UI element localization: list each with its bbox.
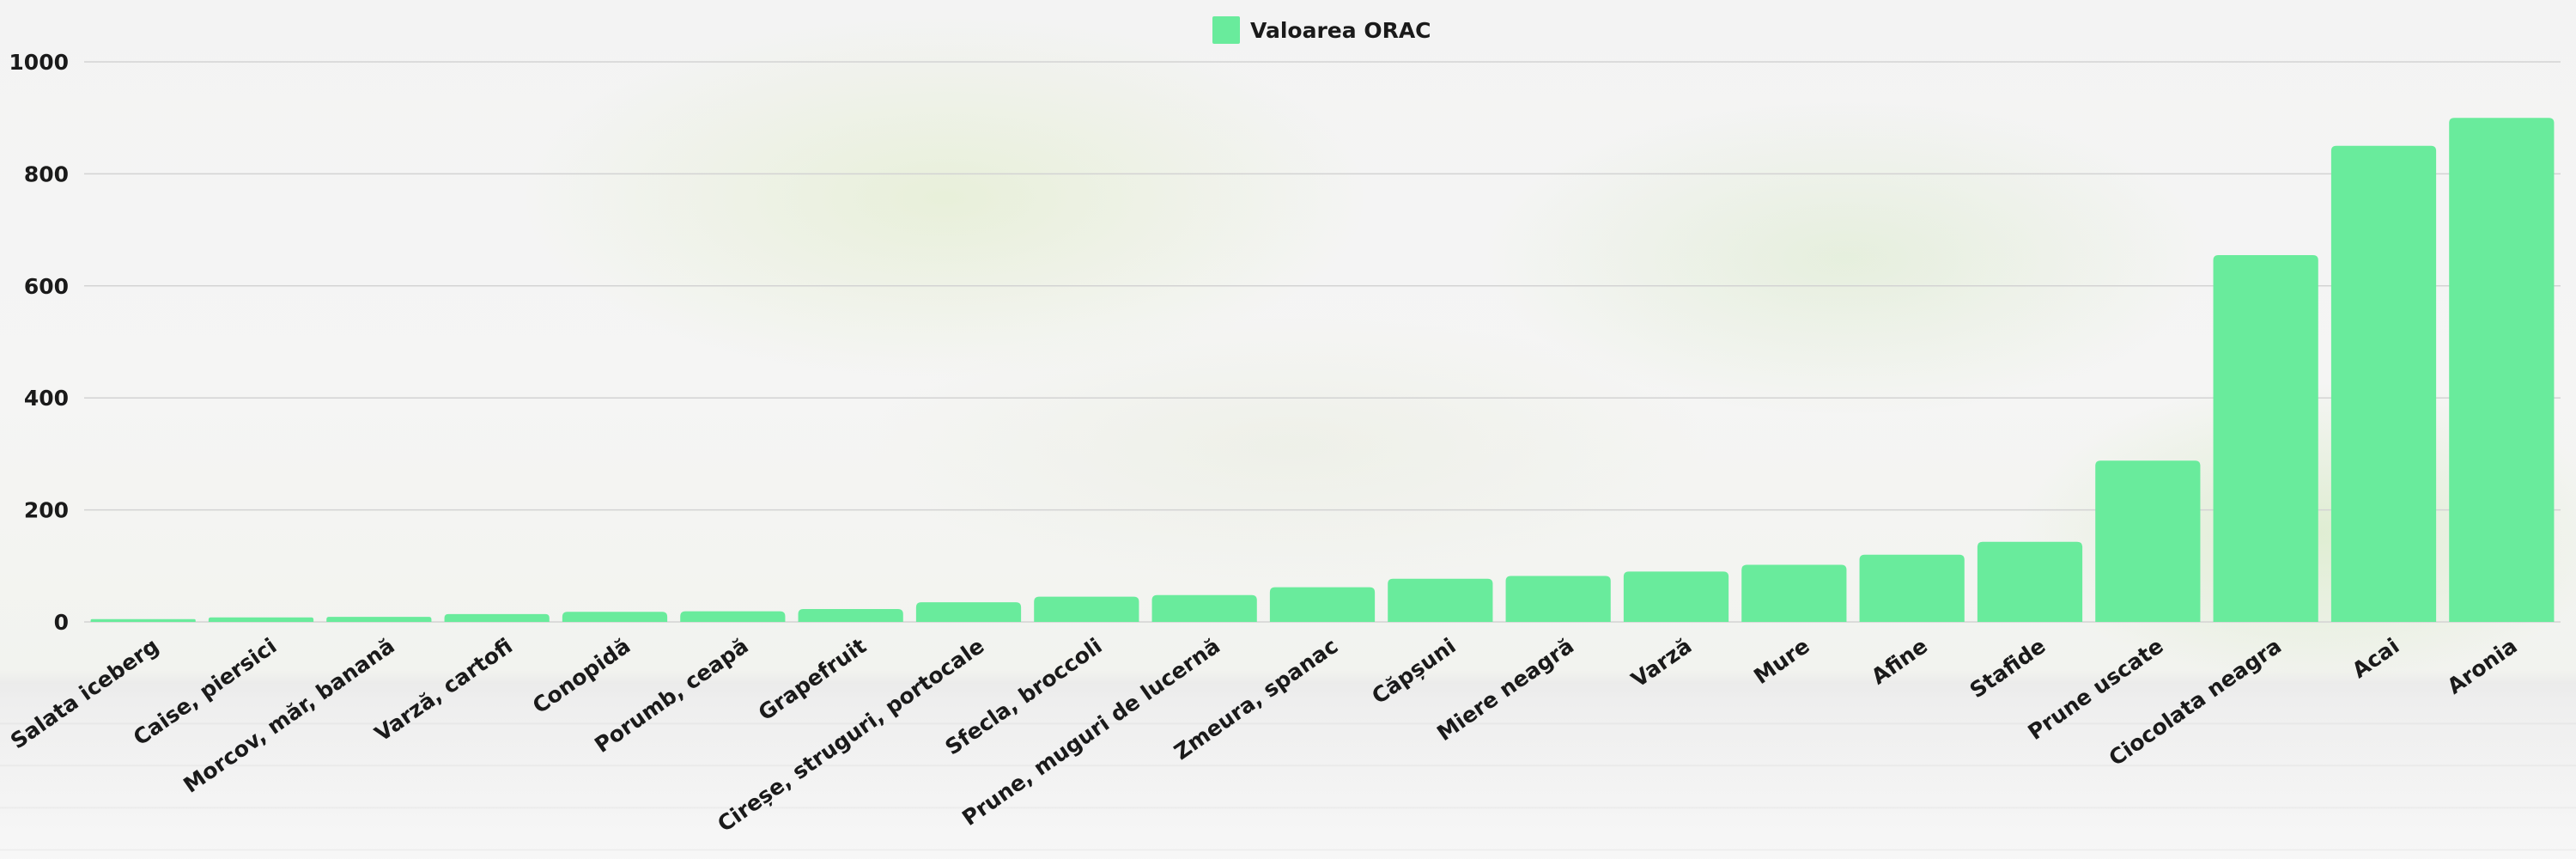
x-tick-label: Varză bbox=[1626, 633, 1696, 692]
x-tick-label: Grapefruit bbox=[754, 633, 871, 726]
x-tick-label: Căpșuni bbox=[1367, 633, 1461, 709]
bar[interactable] bbox=[1034, 596, 1139, 622]
bar[interactable] bbox=[562, 612, 668, 622]
bar[interactable] bbox=[2095, 460, 2201, 622]
bar[interactable] bbox=[444, 613, 550, 622]
y-tick-label: 1000 bbox=[9, 50, 69, 75]
bar[interactable] bbox=[326, 617, 432, 622]
bar[interactable] bbox=[680, 611, 786, 622]
x-tick-label: Aronia bbox=[2443, 633, 2522, 699]
bar[interactable] bbox=[208, 617, 314, 622]
legend-swatch bbox=[1212, 16, 1240, 44]
bar[interactable] bbox=[2330, 145, 2437, 623]
bars bbox=[90, 118, 2555, 623]
bar[interactable] bbox=[798, 609, 903, 622]
y-tick-label: 800 bbox=[24, 161, 69, 186]
bar[interactable] bbox=[1388, 578, 1493, 622]
bar[interactable] bbox=[1505, 576, 1611, 622]
bar[interactable] bbox=[1741, 564, 1847, 622]
bar[interactable] bbox=[1151, 594, 1257, 622]
legend-label: Valoarea ORAC bbox=[1250, 18, 1431, 43]
x-tick-label: Acai bbox=[2348, 633, 2403, 683]
y-tick-label: 400 bbox=[24, 386, 69, 411]
y-tick-label: 200 bbox=[24, 498, 69, 523]
y-tick-label: 0 bbox=[54, 610, 69, 635]
x-tick-label: Morcov, măr, banană bbox=[179, 633, 398, 798]
x-tick-label: Stafide bbox=[1965, 633, 2050, 703]
y-tick-label: 600 bbox=[24, 274, 69, 299]
bar[interactable] bbox=[1859, 554, 1965, 622]
x-tick-label: Mure bbox=[1749, 633, 1814, 689]
bar[interactable] bbox=[1977, 541, 2083, 622]
bar[interactable] bbox=[1623, 571, 1729, 622]
y-axis-ticks: 0 200 400 600 800 1000 bbox=[9, 50, 69, 635]
bar[interactable] bbox=[915, 602, 1022, 622]
x-tick-label: Conopidă bbox=[528, 633, 635, 718]
bar[interactable] bbox=[90, 618, 196, 622]
bar[interactable] bbox=[1269, 587, 1376, 622]
bar[interactable] bbox=[2213, 254, 2318, 622]
legend[interactable]: Valoarea ORAC bbox=[1212, 16, 1431, 44]
x-tick-label: Afine bbox=[1867, 633, 1932, 689]
bar[interactable] bbox=[2449, 118, 2555, 622]
